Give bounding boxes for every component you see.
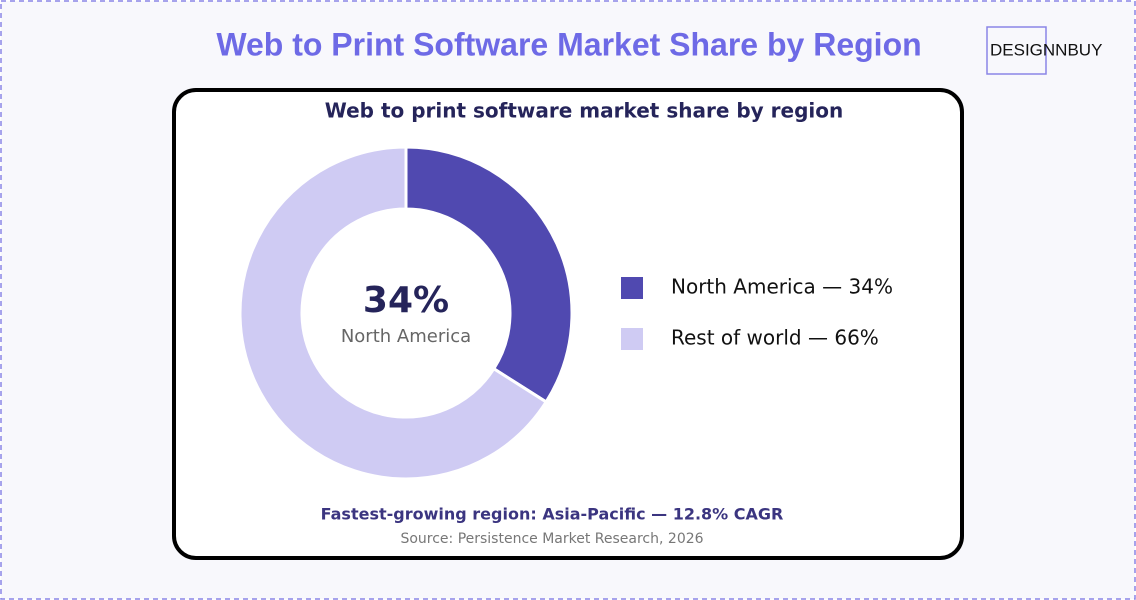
logo[interactable]: DESIGNNBUY [990, 40, 1102, 59]
source: Source: Persistence Market Research, 202… [400, 531, 703, 547]
slice [238, 145, 549, 481]
legend-swatch [621, 277, 643, 299]
center-caption: North America [341, 326, 471, 347]
page-title: Web to Print Software Market Share by Re… [216, 26, 921, 62]
legend-label: Rest of world — 66% [671, 326, 879, 350]
annotation: Fastest-growing region: Asia-Pacific — 1… [321, 505, 784, 524]
center-value: 34% [363, 280, 449, 321]
logo-box [986, 26, 1047, 75]
legend-swatch [621, 328, 643, 350]
legend-label: North America — 34% [671, 275, 893, 299]
slice [404, 145, 574, 405]
chart-title: Web to print software market share by re… [325, 99, 844, 123]
